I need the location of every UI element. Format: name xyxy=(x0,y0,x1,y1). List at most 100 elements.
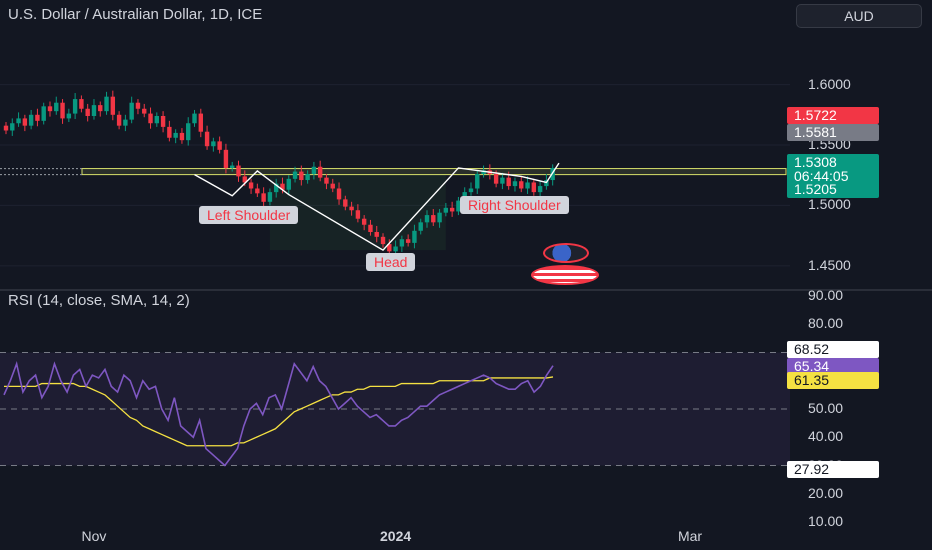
candle xyxy=(399,235,405,252)
candle xyxy=(66,108,72,123)
candle xyxy=(349,201,354,216)
rsi-tick: 90.00 xyxy=(808,287,844,303)
current-price-label: 1.5308 xyxy=(787,154,879,171)
candle xyxy=(85,103,90,122)
candle xyxy=(324,174,329,190)
candle xyxy=(374,225,379,243)
candle xyxy=(123,114,128,132)
rsi-line xyxy=(3,360,554,467)
candle xyxy=(10,118,15,136)
rsi-tick: 50.00 xyxy=(808,400,844,416)
candle xyxy=(217,136,222,154)
candle xyxy=(361,215,367,231)
left-shoulder-label: Left Shoulder xyxy=(199,206,299,224)
candle xyxy=(211,137,216,152)
candle xyxy=(405,234,411,247)
candle xyxy=(311,161,317,180)
candle xyxy=(223,143,229,174)
candle xyxy=(343,195,348,211)
price-label-low: 1.5205 xyxy=(787,181,879,198)
candle xyxy=(525,176,530,194)
candle xyxy=(368,219,373,236)
candle xyxy=(104,91,109,115)
rsi-upper-label: 68.52 xyxy=(787,341,879,358)
candle xyxy=(60,99,65,124)
candle xyxy=(305,170,310,184)
candle xyxy=(116,111,122,130)
candle xyxy=(148,107,153,129)
candle xyxy=(54,96,59,115)
candle xyxy=(424,210,430,228)
price-tick: 1.6000 xyxy=(808,75,851,92)
candle xyxy=(186,117,191,146)
currency-button[interactable]: AUD xyxy=(796,4,922,28)
candle xyxy=(91,99,97,120)
candle xyxy=(449,201,455,217)
sma-value-label: 61.35 xyxy=(787,372,879,389)
candle xyxy=(129,96,134,124)
candle xyxy=(135,99,141,115)
candle xyxy=(286,175,291,196)
candle xyxy=(110,90,116,121)
candle xyxy=(475,170,480,194)
rsi-tick: 40.00 xyxy=(808,428,844,445)
candle xyxy=(248,178,254,194)
time-tick: 2024 xyxy=(380,528,412,544)
rsi-tick: 20.00 xyxy=(808,484,844,501)
candle xyxy=(299,165,304,186)
candle xyxy=(98,101,103,117)
neckline-zone xyxy=(0,168,787,176)
candle xyxy=(537,181,543,198)
candle xyxy=(443,203,449,217)
candle xyxy=(3,122,9,135)
candle xyxy=(41,102,46,125)
price-tick: 1.5000 xyxy=(808,196,851,213)
time-tick: Nov xyxy=(81,528,107,544)
time-tick: Mar xyxy=(677,528,703,544)
rsi-value-label: 65.34 xyxy=(787,358,879,375)
candle xyxy=(160,111,166,133)
candle xyxy=(456,196,461,216)
candle xyxy=(355,204,361,223)
candle xyxy=(280,177,285,194)
candle xyxy=(154,112,160,127)
usa-flag-icon[interactable] xyxy=(531,265,599,285)
candle xyxy=(437,209,442,228)
right-shoulder-label: Right Shoulder xyxy=(460,196,569,214)
candle xyxy=(336,182,342,205)
rsi-tick: 80.00 xyxy=(808,315,844,332)
candle xyxy=(317,160,323,182)
price-label-mid: 1.5581 xyxy=(787,124,879,141)
candle xyxy=(198,108,203,138)
candle xyxy=(47,101,53,117)
candle xyxy=(255,183,260,197)
candle xyxy=(267,188,273,206)
australia-flag-icon[interactable] xyxy=(543,243,589,263)
chart-title: U.S. Dollar / Australian Dollar, 1D, ICE xyxy=(8,6,263,23)
candle xyxy=(179,128,185,144)
candle xyxy=(393,240,398,255)
price-label-high: 1.5722 xyxy=(787,107,879,124)
candle xyxy=(431,209,436,226)
rsi-sma-line xyxy=(4,376,554,447)
candle xyxy=(28,109,34,130)
candle xyxy=(192,109,197,127)
rsi-lower-label: 27.92 xyxy=(787,461,879,478)
head-shoulders-outline xyxy=(194,162,560,252)
candle xyxy=(500,172,505,190)
candle xyxy=(531,178,537,196)
candle xyxy=(236,160,241,182)
candle xyxy=(16,112,21,127)
candle xyxy=(380,233,386,248)
candle xyxy=(330,178,335,193)
candle xyxy=(468,182,474,196)
candle xyxy=(412,224,417,249)
candle xyxy=(230,161,235,172)
candlestick-series xyxy=(3,90,555,257)
candle xyxy=(512,177,518,192)
price-tick: 1.4500 xyxy=(808,256,851,273)
candle xyxy=(167,120,172,142)
candle xyxy=(418,218,423,235)
rsi-band-background xyxy=(0,352,790,466)
